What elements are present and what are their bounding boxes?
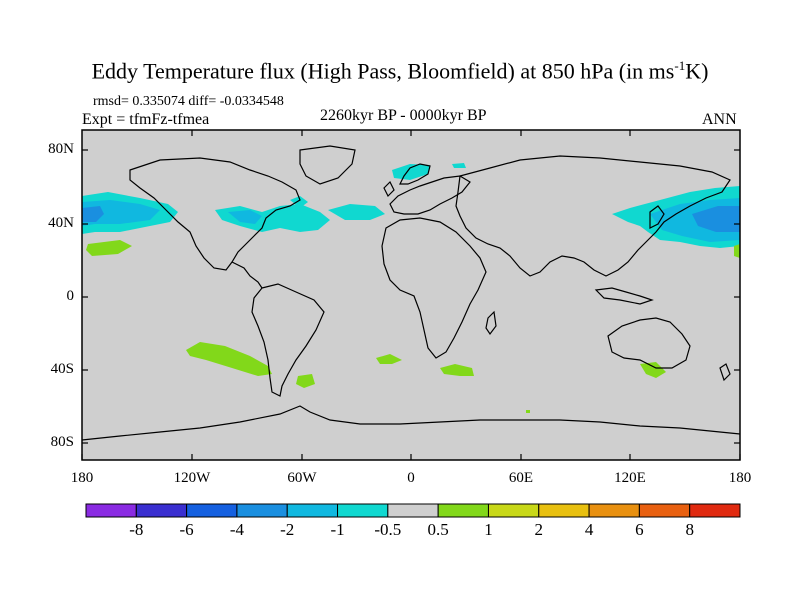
x-tick-label: 60E (508, 470, 534, 486)
colorbar-swatch (387, 503, 439, 518)
x-tick-label: 180 (70, 470, 94, 486)
coast-new-zealand (719, 363, 731, 382)
colorbar-label: -1 (330, 520, 345, 539)
colorbar-swatch (337, 503, 389, 518)
shading-aus-green (640, 362, 666, 378)
shading-npac-green (86, 240, 132, 256)
map-title: Eddy Temperature flux (High Pass, Bloomf… (91, 58, 709, 84)
x-tick-label: 120E (614, 470, 646, 486)
shading-npac-west-core (82, 206, 104, 222)
colorbar-label: -0.5 (374, 520, 402, 539)
y-tick-label: 0 (66, 288, 75, 304)
colorbar-swatch (437, 503, 489, 518)
shading-npac-west-mid (82, 200, 160, 226)
colorbar-swatch (186, 503, 238, 518)
shading-nwpac-green (734, 244, 740, 258)
coast-scandinavia (399, 163, 431, 185)
colorbar-label: -6 (179, 520, 194, 539)
colorbar-label: -8 (129, 520, 144, 539)
shading-natl-mid (228, 210, 262, 224)
coast-asia (455, 155, 731, 277)
axis-ticks (81, 130, 741, 460)
colorbar-label: 6 (635, 520, 644, 539)
colorbar-label: 4 (584, 520, 594, 539)
coast-australia (607, 317, 691, 369)
shading-satl-green-1 (296, 374, 315, 388)
x-tick-label: 0 (407, 470, 415, 486)
coast-south-america (251, 283, 325, 397)
colorbar-label: -4 (229, 520, 244, 539)
colorbar-swatch (689, 503, 741, 518)
y-tick-label: 40S (50, 361, 74, 377)
colorbar-swatch (487, 503, 540, 518)
colorbar-swatch (286, 503, 339, 518)
colorbar-swatch (85, 503, 137, 518)
colorbar (85, 503, 741, 518)
coast-antarctica (81, 405, 741, 441)
experiment-label: Expt = tfmFz-tfmea (82, 111, 210, 128)
colorbar-swatch (538, 503, 590, 518)
shading-spac-green (186, 342, 272, 376)
coast-japan (649, 205, 665, 229)
coast-greenland (299, 145, 356, 185)
coast-europe (389, 175, 471, 215)
stats-text: rmsd= 0.335074 diff= -0.0334548 (93, 94, 284, 109)
period-label: 2260kyr BP - 0000kyr BP (320, 107, 487, 124)
coast-britain (383, 180, 395, 198)
shading-arctic-2 (452, 163, 466, 168)
colorbar-swatch (236, 503, 288, 518)
shading-satl-green-2 (376, 354, 402, 364)
coast-central-america (231, 261, 263, 289)
colorbar-swatch (135, 503, 188, 518)
colorbar-label: 2 (534, 520, 544, 539)
x-tick-label: 180 (728, 470, 752, 486)
colorbar-swatch (638, 503, 691, 518)
shading-sio-green (440, 364, 474, 376)
colorbar-swatch (588, 503, 640, 518)
shading-arctic-1 (392, 164, 430, 180)
colorbar-label: -2 (280, 520, 295, 539)
coast-madagascar (485, 310, 497, 336)
season-label: ANN (702, 111, 737, 128)
shading-natl-east (328, 204, 385, 220)
y-tick-label: 80S (50, 434, 74, 450)
shading-small-green (526, 410, 530, 413)
anomaly-shading (82, 163, 740, 413)
colorbar-label: 0.5 (427, 520, 449, 539)
x-tick-label: 120W (173, 470, 211, 486)
coast-north-america (129, 157, 301, 271)
coast-africa (381, 217, 487, 359)
coast-indonesia (594, 287, 654, 305)
x-tick-label: 60W (287, 470, 317, 486)
colorbar-label: 8 (685, 520, 694, 539)
y-tick-label: 40N (48, 215, 74, 231)
shading-nwpac-core (692, 206, 740, 232)
y-tick-label: 80N (48, 141, 74, 157)
colorbar-label: 1 (484, 520, 493, 539)
shading-natl-small (290, 196, 308, 208)
coastlines (81, 145, 741, 441)
